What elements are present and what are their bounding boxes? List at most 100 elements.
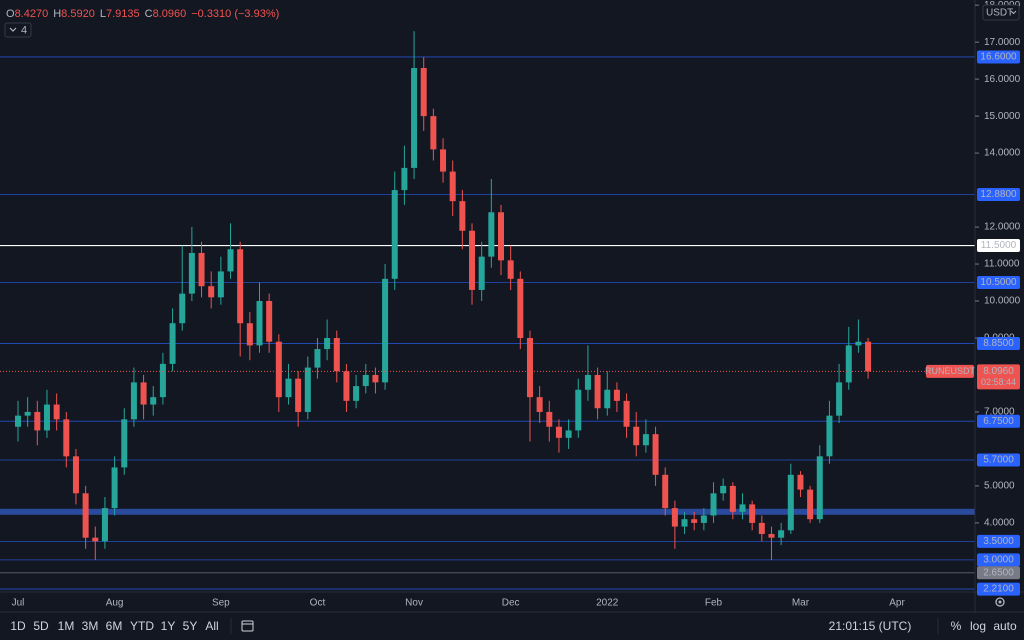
candle-body bbox=[584, 374, 591, 390]
level-label: 16.6000 bbox=[980, 52, 1017, 63]
level-label-box bbox=[977, 414, 1020, 428]
level-label-box bbox=[977, 239, 1020, 253]
date-range-icon[interactable] bbox=[241, 620, 254, 632]
candle-body bbox=[43, 404, 50, 431]
candle-body bbox=[691, 519, 698, 523]
chevron-icon bbox=[1010, 10, 1017, 15]
candle-body bbox=[34, 411, 41, 431]
candle-body bbox=[285, 378, 292, 398]
candle-body bbox=[63, 419, 70, 457]
legend-value: 7.9135 bbox=[106, 8, 140, 20]
level-label-box bbox=[977, 50, 1020, 64]
interval-button[interactable]: 1Y bbox=[161, 619, 176, 633]
currency-box[interactable] bbox=[982, 4, 1020, 21]
scale-option[interactable]: log bbox=[970, 619, 986, 633]
level-label: 10.5000 bbox=[980, 277, 1017, 288]
y-tick-label: 7.0000 bbox=[984, 407, 1015, 418]
y-tick-label: 14.0000 bbox=[984, 148, 1021, 159]
y-tick-label: 11.0000 bbox=[984, 259, 1020, 270]
candle-body bbox=[700, 515, 707, 523]
level-label-box bbox=[977, 453, 1020, 467]
candle-body bbox=[555, 426, 562, 438]
legend-value: 8.0960 bbox=[153, 8, 187, 20]
candle-body bbox=[295, 378, 302, 412]
currency-selector[interactable]: USDT bbox=[982, 4, 1020, 21]
gear-center bbox=[998, 600, 1002, 604]
symbol-label-box bbox=[926, 364, 974, 378]
candle-body bbox=[140, 382, 147, 405]
scale-option[interactable]: % bbox=[951, 619, 962, 633]
interval-button[interactable]: All bbox=[205, 619, 218, 633]
interval-button[interactable]: 6M bbox=[106, 619, 123, 633]
interval-button[interactable]: 1D bbox=[10, 619, 26, 633]
interval-button[interactable]: YTD bbox=[130, 619, 154, 633]
candle-body bbox=[865, 341, 872, 372]
level-label: 2.2100 bbox=[983, 584, 1014, 595]
interval-button[interactable]: 1M bbox=[58, 619, 75, 633]
calendar-icon[interactable] bbox=[241, 620, 254, 632]
candle-body bbox=[53, 404, 60, 420]
legend-key: C bbox=[145, 8, 153, 20]
candle-body bbox=[82, 493, 89, 538]
x-tick-label: Apr bbox=[889, 598, 905, 609]
level-label: 6.7500 bbox=[983, 416, 1014, 427]
candle-body bbox=[372, 374, 379, 383]
candle-body bbox=[111, 467, 118, 509]
candle-body bbox=[652, 434, 659, 475]
candle-body bbox=[401, 167, 408, 191]
candle-body bbox=[469, 230, 476, 290]
candle-body bbox=[855, 341, 862, 346]
level-label: 3.0000 bbox=[983, 555, 1014, 566]
x-tick-label: Nov bbox=[405, 598, 423, 609]
candle-body bbox=[633, 426, 640, 446]
header: O8.4270 H8.5920 L7.9135 C8.0960 −0.3310 (−3.… bbox=[4, 8, 279, 38]
legend-key: H bbox=[53, 8, 61, 20]
candle-body bbox=[517, 278, 524, 338]
candle-body bbox=[391, 190, 398, 279]
candle-body bbox=[749, 504, 756, 523]
clock: 21:01:15 (UTC) bbox=[829, 619, 912, 633]
x-tick-label: Oct bbox=[310, 598, 326, 609]
level-label: 12.8800 bbox=[980, 189, 1017, 200]
candle-body bbox=[613, 389, 620, 401]
candle-body bbox=[604, 389, 611, 409]
symbol-label: RUNEUSDT bbox=[925, 366, 976, 376]
candle-body bbox=[362, 374, 369, 387]
candle-body bbox=[72, 456, 79, 494]
interval-button[interactable]: 5D bbox=[33, 619, 49, 633]
candle-body bbox=[198, 252, 205, 287]
y-tick-label: 15.0000 bbox=[984, 111, 1021, 122]
interval-button[interactable]: 5Y bbox=[183, 619, 198, 633]
candle-body bbox=[498, 212, 504, 261]
candle-body bbox=[382, 278, 389, 383]
interval-button[interactable]: 3M bbox=[82, 619, 99, 633]
candle-body bbox=[188, 252, 195, 294]
level-label: 8.8500 bbox=[983, 338, 1014, 349]
candle-body bbox=[92, 537, 99, 542]
candle-body bbox=[420, 68, 427, 117]
gear[interactable] bbox=[995, 597, 1005, 607]
candle-body bbox=[150, 397, 157, 405]
candle-body bbox=[594, 374, 601, 409]
level-label: 3.5000 bbox=[983, 536, 1014, 547]
candle-body bbox=[526, 337, 533, 398]
candle-body bbox=[459, 201, 466, 231]
settings-icon[interactable] bbox=[995, 597, 1005, 607]
candle-body bbox=[845, 345, 852, 383]
candle-body bbox=[430, 116, 437, 150]
candle-body bbox=[24, 411, 31, 416]
candle-body bbox=[671, 508, 678, 527]
indicator-toggle[interactable] bbox=[4, 22, 32, 38]
candle-body bbox=[15, 415, 21, 427]
x-tick-label: Sep bbox=[212, 598, 230, 609]
countdown: 02:58:44 bbox=[981, 377, 1016, 387]
candle-body bbox=[169, 323, 176, 364]
candle-body bbox=[343, 371, 350, 401]
candle-body bbox=[536, 397, 543, 412]
x-tick-label: Dec bbox=[502, 598, 520, 609]
candle-body bbox=[478, 256, 485, 290]
level-label: 5.7000 bbox=[983, 455, 1014, 466]
scale-option[interactable]: auto bbox=[993, 619, 1017, 633]
candle-body bbox=[449, 171, 456, 202]
